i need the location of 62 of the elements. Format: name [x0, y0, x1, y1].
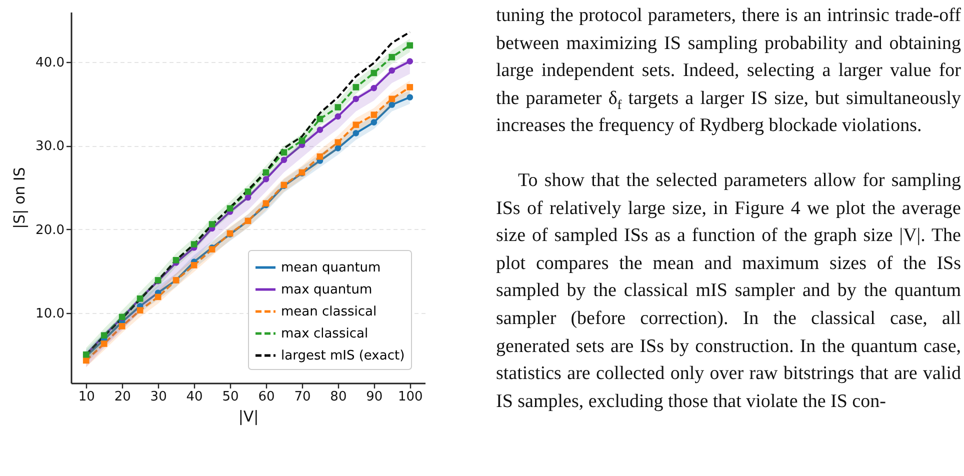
point: [118, 323, 126, 330]
point: [262, 176, 270, 182]
y-axis-title: |S| on IS: [10, 167, 29, 229]
legend-label: largest mIS (exact): [281, 348, 405, 364]
y-tick-label: 10.0: [36, 306, 64, 322]
point: [316, 153, 324, 160]
point: [352, 122, 360, 128]
x-tick-label: 30: [150, 390, 167, 404]
x-tick-label: 20: [114, 390, 131, 404]
point: [406, 58, 414, 64]
legend-label: max classical: [281, 326, 368, 342]
point: [388, 102, 396, 108]
point: [280, 156, 288, 164]
point: [100, 340, 108, 347]
point: [352, 130, 360, 136]
point: [334, 139, 342, 146]
point: [244, 194, 252, 201]
point: [334, 113, 342, 120]
point: [316, 126, 324, 133]
point: [406, 94, 414, 100]
point: [370, 112, 378, 118]
point: [370, 119, 378, 126]
point: [388, 96, 396, 102]
x-tick-label: 90: [366, 390, 383, 404]
point: [334, 104, 342, 110]
point: [370, 84, 378, 92]
legend-label: mean quantum: [281, 260, 381, 276]
legend-label: max quantum: [281, 282, 372, 298]
x-axis-title: |V|: [238, 408, 259, 426]
y-tick-label: 30.0: [36, 139, 64, 154]
point: [298, 138, 306, 144]
point: [154, 294, 162, 300]
point: [136, 307, 144, 314]
x-tick-label: 100: [398, 390, 423, 404]
point: [208, 221, 216, 228]
x-tick-label: 50: [222, 390, 239, 404]
point: [334, 145, 342, 152]
point: [244, 188, 252, 195]
point: [172, 257, 180, 264]
point: [352, 84, 360, 90]
x-tick-label: 60: [258, 390, 275, 404]
y-tick-label: 20.0: [36, 222, 64, 238]
x-tick-label: 80: [330, 390, 347, 404]
point: [388, 54, 396, 60]
text: tuning the protocol parameters, there is an intrinsic trade-off between maximizing IS sampling probability and obtaining large independent sets. Indeed, selecting a larger value for the parameter δ$_{f}$ targets a larger IS size, but simultaneously increases the frequency of Rydberg blockade violations.: [496, 4, 962, 138]
point: [370, 70, 378, 76]
x-tick-label: 10: [78, 390, 95, 404]
legend-label: mean classical: [281, 304, 377, 320]
point: [226, 205, 234, 212]
y-tick-label: 40.0: [36, 56, 64, 71]
point: [190, 262, 198, 268]
x-tick-label: 70: [294, 390, 311, 404]
point: [388, 67, 396, 74]
point: [280, 149, 288, 156]
point: [406, 42, 414, 49]
point: [262, 169, 270, 176]
text: To show that the selected parameters allow for sampling ISs of relatively large size, in Figure 4 we plot the average size of sampled ISs as a function of the graph size |V|. The plot compares the mean and maximum sizes of the ISs sampled by the classical mIS sampler and by the quantum sampler (before correction). In the classical case, all generated sets are ISs by construction. In the quantum case, statistics are collected only over raw bitstrings that are valid IS samples, excluding those that violate the IS con-: [496, 170, 961, 412]
point: [190, 241, 198, 248]
point: [316, 116, 324, 122]
point: [406, 84, 414, 90]
point: [352, 96, 360, 102]
x-tick-label: 40: [186, 390, 203, 404]
